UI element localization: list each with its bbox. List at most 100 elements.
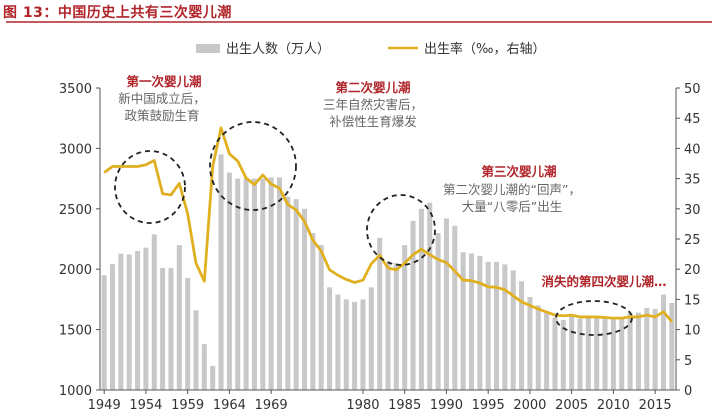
bar-1989 <box>435 232 441 390</box>
bar-1984 <box>393 263 399 390</box>
bar-1993 <box>468 253 474 390</box>
annotation-third-body-1: 第二次婴儿潮的“回声”， <box>443 182 581 197</box>
bar-1978 <box>343 299 349 390</box>
bar-1968 <box>260 178 266 390</box>
annotation-fourth-title: 消失的第四次婴儿潮… <box>541 274 666 289</box>
right-tick-label: 50 <box>684 82 701 97</box>
legend: 出生人数（万人） 出生率（‰，右轴） <box>196 41 545 57</box>
bar-1953 <box>135 250 141 390</box>
bar-1979 <box>352 301 358 390</box>
annotation-first-title: 第一次婴儿潮 <box>126 74 201 89</box>
bar-1991 <box>452 225 458 390</box>
bar-1949 <box>101 275 107 390</box>
right-tick-label: 20 <box>684 263 701 278</box>
bar-2000 <box>527 296 533 390</box>
left-axis-ticks: 1000 1500 2000 2500 3000 3500 <box>59 82 100 399</box>
right-tick-label: 0 <box>684 384 692 399</box>
bar-1951 <box>118 253 124 390</box>
bar-1973 <box>302 208 308 390</box>
bar-1975 <box>318 245 324 390</box>
bar-2003 <box>552 317 558 390</box>
birth-count-bars <box>101 154 675 390</box>
figure-title: 图 13：中国历史上共有三次婴儿潮 <box>3 5 232 21</box>
bar-1964 <box>226 172 232 390</box>
bar-1962 <box>210 365 216 390</box>
bar-2008 <box>594 317 600 390</box>
x-tick-label: 1959 <box>171 398 204 413</box>
bar-2013 <box>635 312 641 390</box>
bar-1966 <box>243 178 249 390</box>
bar-1972 <box>293 199 299 390</box>
bar-1988 <box>427 202 433 390</box>
bar-1954 <box>143 247 149 390</box>
x-tick-label: 1995 <box>472 398 505 413</box>
bar-1952 <box>126 254 132 390</box>
annotation-second-body-2: 补偿性生育爆发 <box>329 114 417 129</box>
right-tick-label: 15 <box>684 293 701 308</box>
bar-1970 <box>276 177 282 390</box>
x-tick-label: 1949 <box>88 398 121 413</box>
bar-2004 <box>560 319 566 390</box>
bar-1969 <box>268 177 274 390</box>
bar-1967 <box>251 178 257 390</box>
bar-2007 <box>585 317 591 390</box>
right-tick-label: 30 <box>684 203 701 218</box>
right-tick-label: 25 <box>684 233 701 248</box>
annotation-third-title: 第三次婴儿潮 <box>481 164 556 179</box>
bar-1981 <box>368 287 374 390</box>
left-tick-label: 3000 <box>59 142 92 157</box>
annotation-first-body-2: 政策鼓励生育 <box>124 108 199 123</box>
bar-2016 <box>660 294 666 390</box>
bar-2014 <box>644 307 650 390</box>
bar-2012 <box>627 312 633 390</box>
bar-1977 <box>335 294 341 390</box>
bar-1957 <box>168 267 174 390</box>
bar-1976 <box>327 287 333 390</box>
bar-1990 <box>443 218 449 390</box>
bar-1983 <box>385 263 391 390</box>
bar-1955 <box>151 234 157 390</box>
bar-1974 <box>310 232 316 390</box>
second-boom-circle <box>209 121 297 211</box>
bar-1950 <box>110 264 116 390</box>
bar-2015 <box>652 309 658 390</box>
bar-2006 <box>577 318 583 390</box>
legend-bar-swatch <box>196 44 220 53</box>
right-tick-label: 35 <box>684 173 701 188</box>
left-tick-label: 2000 <box>59 263 92 278</box>
left-tick-label: 2500 <box>59 203 92 218</box>
bar-1987 <box>418 208 424 390</box>
bar-1956 <box>160 267 166 390</box>
x-tick-label: 2015 <box>639 398 672 413</box>
annotation-second-body-1: 三年自然灾害后， <box>323 97 423 112</box>
bar-2011 <box>619 317 625 390</box>
bar-2009 <box>602 317 608 390</box>
bar-1986 <box>410 220 416 390</box>
third-boom-circle <box>366 194 436 266</box>
bar-2010 <box>610 318 616 390</box>
right-tick-label: 5 <box>684 354 692 369</box>
annotations: 第一次婴儿潮 新中国成立后， 政策鼓励生育 第二次婴儿潮 三年自然灾害后， 补偿… <box>118 74 666 289</box>
x-tick-label: 1990 <box>430 398 463 413</box>
bar-1998 <box>510 270 516 390</box>
legend-bar-label: 出生人数（万人） <box>226 42 330 57</box>
bar-1963 <box>218 154 224 390</box>
bar-1980 <box>360 299 366 390</box>
x-axis-ticks: 1949 1954 1959 1964 1969 1980 1985 1990 1995 2000… <box>88 390 672 413</box>
legend-line-label: 出生率（‰，右轴） <box>424 41 545 57</box>
right-tick-label: 45 <box>684 112 701 127</box>
bar-1999 <box>519 281 525 390</box>
right-tick-label: 10 <box>684 324 701 339</box>
right-tick-label: 40 <box>684 142 701 157</box>
fourth-boom-circle <box>555 300 633 336</box>
bar-1958 <box>176 245 182 390</box>
bar-1997 <box>502 264 508 390</box>
bar-1996 <box>494 261 500 390</box>
bar-2005 <box>569 315 575 390</box>
bar-1992 <box>460 252 466 390</box>
x-tick-label: 1980 <box>346 398 379 413</box>
bar-1965 <box>235 178 241 390</box>
x-tick-label: 1969 <box>255 398 288 413</box>
birth-rate-line <box>103 126 673 323</box>
left-tick-label: 3500 <box>59 82 92 97</box>
